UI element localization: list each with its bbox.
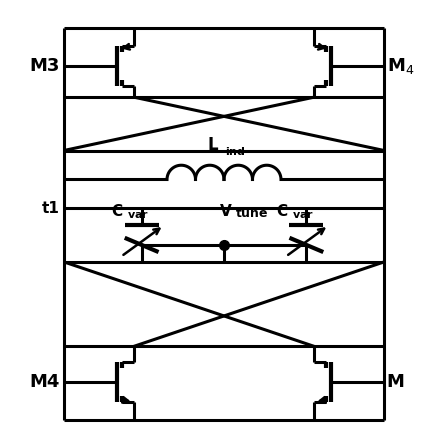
Text: $\mathbf{C}$: $\mathbf{C}$ (111, 202, 123, 219)
Text: $\mathbf{tune}$: $\mathbf{tune}$ (235, 207, 268, 220)
Text: M$_{4}$: M$_{4}$ (387, 56, 414, 76)
Text: M4: M4 (29, 373, 59, 391)
Text: $\mathbf{L}$: $\mathbf{L}$ (207, 136, 220, 154)
Text: $\mathbf{ind}$: $\mathbf{ind}$ (225, 145, 246, 157)
Text: t1: t1 (41, 201, 59, 216)
Text: $\mathbf{C}$: $\mathbf{C}$ (276, 202, 288, 219)
Text: M3: M3 (29, 57, 59, 75)
Text: M: M (387, 373, 405, 391)
Text: $\mathbf{var}$: $\mathbf{var}$ (127, 209, 149, 220)
Text: $\mathbf{V}$: $\mathbf{V}$ (220, 202, 233, 219)
Text: $\mathbf{var}$: $\mathbf{var}$ (292, 209, 314, 220)
